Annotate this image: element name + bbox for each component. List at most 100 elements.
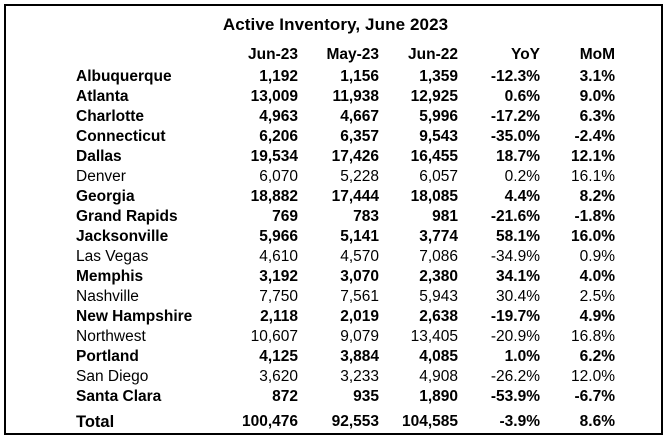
row-jun23: 10,607 (250, 328, 298, 345)
row-may23: 9,079 (340, 328, 379, 345)
table-body: Albuquerque 1,192 1,156 1,359 -12.3% 3.1% Atla… (70, 67, 615, 407)
row-jun22: 5,996 (419, 108, 458, 125)
row-name: Dallas (76, 148, 122, 165)
header-may23: May-23 (326, 46, 379, 63)
row-may23: 2,019 (340, 308, 379, 325)
row-may23: 6,357 (340, 128, 379, 145)
row-yoy: -12.3% (490, 68, 540, 85)
row-mom: 6.3% (579, 108, 615, 125)
row-mom: 16.1% (571, 168, 615, 185)
row-jun22: 4,085 (419, 348, 458, 365)
total-mom: 8.6% (579, 413, 615, 430)
row-mom: -1.8% (574, 208, 616, 225)
row-name: Atlanta (76, 88, 129, 105)
row-yoy: 18.7% (496, 148, 540, 165)
row-yoy: 4.4% (504, 188, 540, 205)
row-may23: 3,070 (340, 268, 379, 285)
table-row: San Diego 3,620 3,233 4,908 -26.2% 12.0% (70, 367, 615, 387)
header-jun23: Jun-23 (248, 46, 298, 63)
table-row: Jacksonville 5,966 5,141 3,774 58.1% 16.0% (70, 227, 615, 247)
row-name: San Diego (76, 368, 149, 385)
row-name: Nashville (76, 288, 139, 305)
table-row: Albuquerque 1,192 1,156 1,359 -12.3% 3.1% (70, 67, 615, 87)
row-jun23: 3,192 (259, 268, 298, 285)
total-label: Total (76, 413, 115, 431)
table-row: Connecticut 6,206 6,357 9,543 -35.0% -2.4% (70, 127, 615, 147)
row-jun23: 7,750 (259, 288, 298, 305)
row-jun22: 18,085 (410, 188, 458, 205)
header-yoy: YoY (511, 46, 540, 63)
row-name: Georgia (76, 188, 135, 205)
row-yoy: 1.0% (504, 348, 540, 365)
total-jun23: 100,476 (241, 413, 298, 430)
row-yoy: 0.2% (504, 168, 540, 185)
row-jun22: 2,380 (419, 268, 458, 285)
row-may23: 3,884 (340, 348, 379, 365)
row-may23: 3,233 (340, 368, 379, 385)
inventory-table: Jun-23 May-23 Jun-22 YoY MoM Albuquerque… (70, 42, 615, 437)
row-jun23: 13,009 (250, 88, 298, 105)
row-jun22: 16,455 (410, 148, 458, 165)
inventory-table-frame: Active Inventory, June 2023 Jun-23 May-2… (4, 4, 663, 435)
row-yoy: 0.6% (504, 88, 540, 105)
row-jun23: 2,118 (260, 308, 298, 325)
row-name: Denver (76, 168, 126, 185)
table-row: Georgia 18,882 17,444 18,085 4.4% 8.2% (70, 187, 615, 207)
row-yoy: -53.9% (490, 388, 540, 405)
table-row: Grand Rapids 769 783 981 -21.6% -1.8% (70, 207, 615, 227)
row-jun22: 2,638 (419, 308, 458, 325)
row-name: Albuquerque (76, 68, 172, 85)
row-mom: 12.0% (571, 368, 615, 385)
row-mom: -2.4% (574, 128, 616, 145)
table-row: Las Vegas 4,610 4,570 7,086 -34.9% 0.9% (70, 247, 615, 267)
row-mom: 16.8% (571, 328, 615, 345)
row-jun22: 13,405 (410, 328, 458, 345)
row-jun23: 4,963 (259, 108, 298, 125)
table-row: New Hampshire 2,118 2,019 2,638 -19.7% 4.9% (70, 307, 615, 327)
row-yoy: -20.9% (490, 328, 540, 345)
row-jun23: 872 (272, 388, 298, 405)
row-may23: 4,667 (340, 108, 379, 125)
table-row: Santa Clara 872 935 1,890 -53.9% -6.7% (70, 387, 615, 407)
row-name: Connecticut (76, 128, 166, 145)
row-mom: 3.1% (579, 68, 615, 85)
header-name (70, 42, 210, 67)
row-name: Grand Rapids (76, 208, 178, 225)
row-jun22: 9,543 (419, 128, 458, 145)
row-name: Charlotte (76, 108, 145, 125)
row-name: Jacksonville (76, 228, 169, 245)
table-row: Atlanta 13,009 11,938 12,925 0.6% 9.0% (70, 87, 615, 107)
row-mom: 2.5% (579, 288, 615, 305)
table-row: Nashville 7,750 7,561 5,943 30.4% 2.5% (70, 287, 615, 307)
table-row: Dallas 19,534 17,426 16,455 18.7% 12.1% (70, 147, 615, 167)
row-mom: 9.0% (579, 88, 615, 105)
row-jun23: 6,070 (259, 168, 298, 185)
row-jun22: 6,057 (419, 168, 458, 185)
row-jun22: 1,359 (419, 68, 458, 85)
row-yoy: -34.9% (490, 248, 540, 265)
row-may23: 11,938 (332, 88, 379, 105)
row-jun22: 4,908 (419, 368, 458, 385)
row-mom: 4.9% (579, 308, 615, 325)
row-jun22: 5,943 (419, 288, 458, 305)
row-mom: 16.0% (571, 228, 615, 245)
row-yoy: -35.0% (490, 128, 540, 145)
row-jun23: 1,192 (259, 68, 298, 85)
row-jun23: 18,882 (250, 188, 298, 205)
table-title: Active Inventory, June 2023 (222, 15, 449, 34)
row-yoy: -17.2% (490, 108, 540, 125)
row-jun22: 1,890 (419, 388, 458, 405)
row-name: New Hampshire (76, 308, 193, 325)
header-jun22: Jun-22 (408, 46, 458, 63)
row-yoy: 34.1% (496, 268, 540, 285)
row-jun22: 7,086 (419, 248, 458, 265)
header-mom: MoM (579, 46, 615, 63)
row-jun23: 6,206 (259, 128, 298, 145)
header-row: Jun-23 May-23 Jun-22 YoY MoM (70, 42, 615, 67)
row-jun22: 981 (432, 208, 458, 225)
row-may23: 4,570 (340, 248, 379, 265)
row-may23: 935 (353, 388, 379, 405)
row-jun23: 4,125 (259, 348, 298, 365)
total-jun22: 104,585 (401, 413, 458, 430)
row-mom: 0.9% (579, 248, 615, 265)
